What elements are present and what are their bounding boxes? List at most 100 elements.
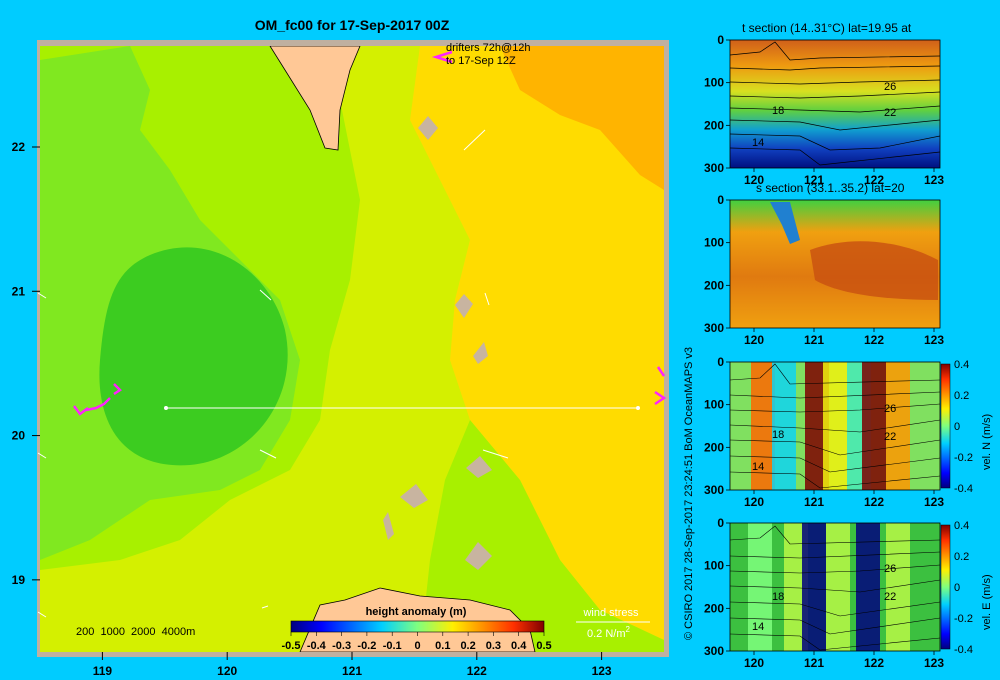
panel-x-tick-label: 122 [864,173,884,187]
wind-arrow [463,129,486,151]
y-tick-label: 21 [12,284,26,298]
contour [730,525,940,545]
colorbar-tick-label: 0 [414,640,420,652]
t-section-field [730,40,940,168]
contour [730,133,940,151]
vel-n-frame [729,361,941,491]
contour [730,439,940,456]
vel-n-contours [730,363,940,489]
panel-x-tick-label: 121 [804,173,824,187]
drifter-track [73,405,89,416]
contour-label: 22 [884,431,896,443]
s-section-frame [729,199,941,329]
wind-arrow [37,292,47,299]
wind-legend-scale-text: 0.2 N/m [587,628,626,640]
panel-y-tick-label: 100 [704,398,724,412]
s-section-fresh-patch [770,202,800,244]
panel-x-tick-label: 120 [744,333,764,347]
vel-e-colorbar [940,524,951,650]
island [473,342,488,364]
velocity-band [823,362,847,490]
vel-e-label: vel. E (m/s) [981,574,993,630]
x-tick-label: 121 [342,664,362,678]
contour-label: 26 [884,81,896,93]
x-tick-label: 119 [93,664,113,678]
vel-e-panel: 26 18 22 14 [729,522,941,652]
colorbar-ticks: -0.5 -0.4 -0.3 -0.2 -0.1 0 0.1 0.2 0.3 0.4 0.5 [282,632,552,652]
y-tick-label: 22 [12,140,26,154]
contour-label: 18 [772,105,784,117]
panel-x-tick-label: 122 [864,495,884,509]
vel-n-bands [751,362,910,490]
wind-arrow [261,605,269,609]
contour [730,41,940,61]
contour [730,601,940,617]
vel-colorbar-tick-label: 0 [954,582,960,594]
drifter-note-line1: drifters 72h@12h [446,42,531,54]
panel-y-tick-label: 0 [717,33,724,47]
contour [730,403,940,413]
velocity-band [802,523,826,651]
vel-n-panel: 26 22 18 14 [729,361,941,491]
contour [730,579,940,593]
panel-x-tick-label: 122 [864,656,884,670]
contour [730,105,940,113]
velocity-band [862,362,886,490]
panel-y-tick-label: 300 [704,483,724,497]
field-low-eddy [99,247,288,466]
colorbar-tick-label: -0.4 [307,640,327,652]
vel-colorbar-tick-label: 0.4 [954,359,969,371]
wind-arrow [482,449,509,459]
panel-x-tick-label: 121 [804,656,824,670]
field-eastern-high [410,46,664,640]
velocity-band [886,523,910,651]
wind-arrow [259,449,277,459]
contour-label: 14 [752,461,764,473]
contour [730,79,940,85]
colorbar-tick-label: -0.2 [357,640,376,652]
vel-colorbar-tick-label: -0.4 [954,483,973,495]
vel-colorbar-tick-label: 0.4 [954,520,969,532]
islands [383,116,492,570]
panel-y-tick-label: 300 [704,161,724,175]
contour-label: 22 [884,107,896,119]
panel-y-tick-label: 100 [704,76,724,90]
colorbar-tick-label: -0.1 [383,640,402,652]
panel-y-tick-label: 0 [717,193,724,207]
wind-legend-scale: 0.2 N/m2 [587,625,631,640]
contour-label: 22 [884,591,896,603]
wind-legend-title: wind stress [582,607,639,619]
panel-y-tick-label: 0 [717,516,724,530]
t-section-contours [730,41,940,166]
panel-x-tick-label: 120 [744,495,764,509]
map-x-ticks: 119 120 121 122 123 [93,652,612,678]
contour [730,119,940,131]
contour [730,91,940,99]
field-southeast-green [420,420,664,652]
panel-x-tick-label: 123 [924,333,944,347]
drifter-track [654,390,667,406]
panel-y-tick-label: 100 [704,559,724,573]
t-section-frame [729,39,941,169]
vel-colorbar-tick-label: 0.2 [954,390,969,402]
vel-e-frame [729,522,941,652]
y-tick-label: 19 [12,573,26,587]
panel-y-tick-label: 200 [704,118,724,132]
island [418,116,438,140]
colorbar-tick-label: 0.1 [435,640,450,652]
island [400,484,428,508]
wind-arrow [37,611,47,618]
panel-x-tick-label: 121 [804,495,824,509]
s-section-salty-core [810,241,938,300]
drifter-note-line2: to 17-Sep 12Z [446,55,516,67]
contour-label: 18 [772,429,784,441]
panel-y-tick-label: 0 [717,355,724,369]
panel-ticks: 120 121 122 123 0 100 200 300 120 121 122 123 0 100 20… [704,33,973,670]
wind-legend-superscript: 2 [626,625,631,634]
panel1-title: t section (14..31°C) lat=19.95 at [742,21,912,35]
colorbar-tick-label: 0.2 [460,640,475,652]
field-land-south [299,587,536,652]
contour [730,617,940,635]
t-section-panel: 26 22 18 14 [729,39,941,169]
panel-x-tick-label: 123 [924,656,944,670]
